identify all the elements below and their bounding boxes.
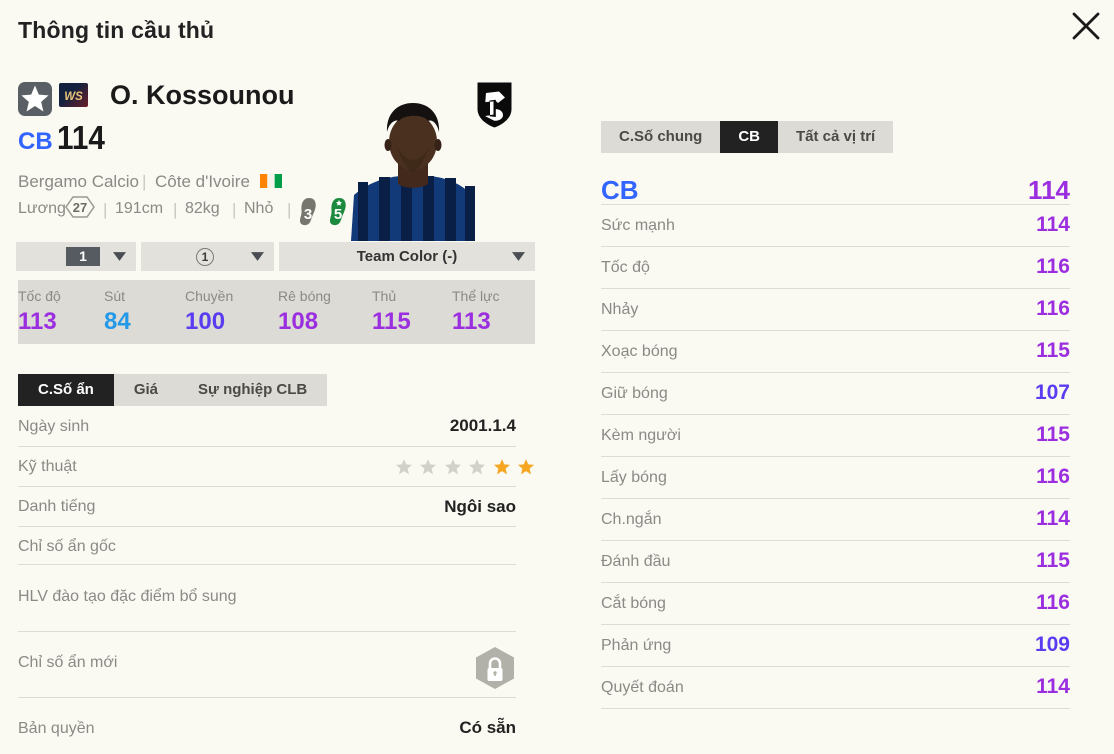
svg-text:27: 27 — [73, 200, 87, 215]
svg-text:5: 5 — [334, 206, 342, 223]
svg-text:3: 3 — [304, 206, 312, 223]
svg-text:WS: WS — [64, 91, 83, 103]
